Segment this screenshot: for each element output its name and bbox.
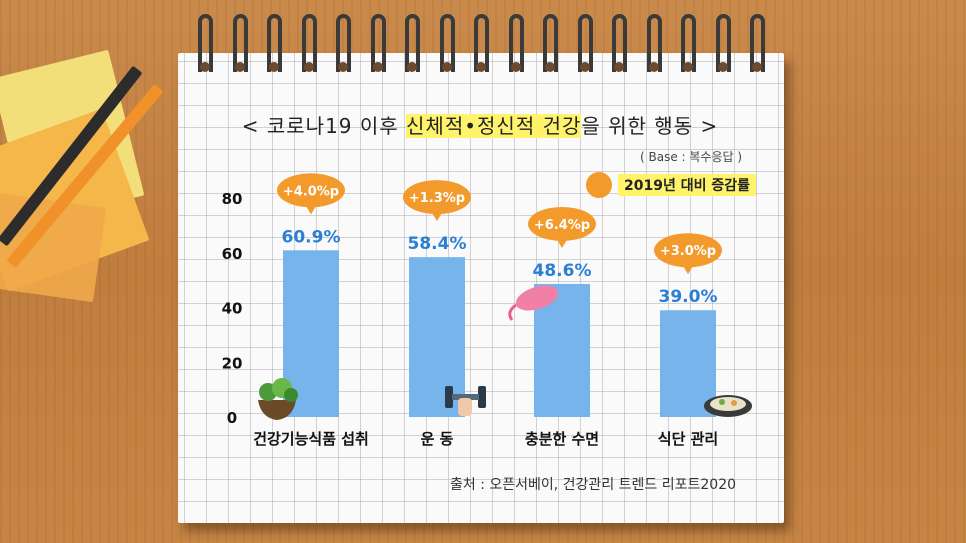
- change-label: +6.4%p: [534, 218, 590, 233]
- y-tick-label: 60: [222, 245, 243, 263]
- legend-label: 2019년 대비 증감률: [618, 174, 756, 196]
- binding-hole: [614, 62, 624, 72]
- spiral-ring: [681, 14, 696, 72]
- legend-dot-icon: [586, 172, 612, 198]
- change-bubble-tail: [305, 204, 317, 215]
- spiral-ring: [232, 14, 248, 72]
- change-label: +1.3%p: [409, 191, 465, 206]
- spiral-ring: [370, 14, 386, 72]
- category-label: 충분한 수면: [525, 430, 599, 448]
- plate-food-icon: [719, 399, 725, 405]
- spiral-ring: [474, 14, 489, 72]
- spiral-ring: [508, 14, 524, 72]
- change-bubble-tail: [556, 237, 568, 248]
- data-label: 39.0%: [659, 287, 718, 307]
- dumbbell-weight-icon: [478, 386, 486, 408]
- y-tick-label: 80: [222, 190, 243, 208]
- title-part2: 을 위한 행동 >: [581, 114, 719, 138]
- data-label: 58.4%: [408, 234, 467, 254]
- binding-hole: [338, 62, 348, 72]
- salad-bowl-icon: [258, 400, 296, 420]
- plate-food-icon: [710, 397, 746, 411]
- binding-hole: [441, 62, 452, 72]
- source-note: 출처 : 오픈서베이, 건강관리 트렌드 리포트2020: [450, 477, 737, 493]
- binding-hole: [717, 62, 728, 72]
- binding-hole: [579, 62, 590, 72]
- change-bubble: [654, 233, 722, 268]
- y-tick-label: 20: [222, 354, 243, 372]
- spiral-ring: [715, 14, 731, 72]
- spiral-ring: [336, 14, 351, 72]
- y-tick-label: 40: [222, 300, 243, 318]
- spiral-ring: [301, 14, 317, 72]
- binding-hole: [648, 62, 659, 72]
- spiral-ring: [198, 14, 213, 72]
- binding-hole: [510, 62, 521, 72]
- change-label: +4.0%p: [283, 184, 339, 199]
- mask-strap-icon: [508, 303, 517, 321]
- title-part1: < 코로나19 이후: [241, 114, 407, 138]
- data-label: 48.6%: [533, 261, 592, 281]
- spiral-ring: [577, 14, 593, 72]
- spiral-ring: [439, 14, 455, 72]
- binding-hole: [545, 62, 555, 72]
- plate-food-icon: [731, 400, 737, 406]
- change-bubble: [403, 180, 471, 215]
- spiral-ring: [612, 14, 627, 72]
- title-highlight: 신체적•정신적 건강: [406, 114, 582, 138]
- y-tick-label: 0: [227, 409, 237, 427]
- bar: [660, 310, 716, 417]
- change-label: +3.0%p: [660, 244, 716, 259]
- dumbbell-bar-icon: [452, 394, 479, 400]
- spiral-ring: [646, 14, 662, 72]
- binding-hole: [372, 62, 383, 72]
- change-bubble: [277, 173, 345, 208]
- bar: [409, 257, 465, 417]
- arm-icon: [458, 398, 472, 416]
- binding-hole: [683, 62, 693, 72]
- spiral-ring: [543, 14, 558, 72]
- change-bubble-tail: [431, 211, 443, 222]
- category-label: 건강기능식품 섭취: [253, 430, 369, 448]
- change-bubble-tail: [682, 264, 694, 275]
- category-label: 운 동: [421, 430, 454, 448]
- lettuce-icon: [284, 388, 298, 402]
- binding-hole: [303, 62, 314, 72]
- binding-hole: [200, 62, 210, 72]
- base-note: ( Base : 복수응답 ): [640, 150, 743, 164]
- change-bubble: [528, 206, 596, 241]
- sleep-mask-icon: [515, 285, 559, 311]
- spiral-ring: [405, 14, 420, 72]
- binding-hole: [407, 62, 417, 72]
- binding-hole: [269, 62, 279, 72]
- dumbbell-arm-icon: [445, 386, 453, 408]
- spiral-ring: [750, 14, 765, 72]
- data-label: 60.9%: [282, 227, 341, 247]
- binding-hole: [234, 62, 245, 72]
- binding-hole: [476, 62, 486, 72]
- category-label: 식단 관리: [658, 430, 718, 448]
- chart-title: < 코로나19 이후 신체적•정신적 건강을 위한 행동 >: [230, 110, 730, 139]
- binding-hole: [752, 62, 762, 72]
- spiral-ring: [267, 14, 282, 72]
